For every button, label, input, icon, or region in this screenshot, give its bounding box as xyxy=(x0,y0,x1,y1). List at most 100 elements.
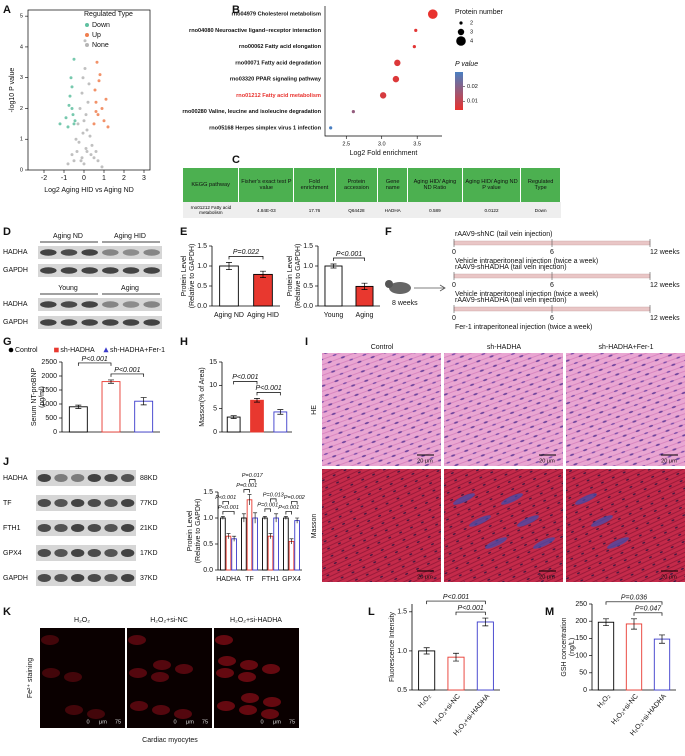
cell-signal xyxy=(174,709,192,719)
panel-letter: J xyxy=(3,456,9,468)
y-tick-label: 200 xyxy=(575,618,587,625)
fibrosis xyxy=(591,515,613,527)
legend-title: Protein number xyxy=(455,9,504,16)
blot-band xyxy=(71,549,85,557)
bar xyxy=(134,400,154,433)
blot-row-label: TF xyxy=(3,500,12,507)
blot-row-label: GPX4 xyxy=(3,550,22,557)
blot-band xyxy=(143,301,160,308)
micrograph xyxy=(566,353,685,466)
y-tick-label: 5 xyxy=(20,14,23,20)
error-bar xyxy=(108,379,114,384)
x-axis-label: Log2 Fold enrichment xyxy=(350,150,418,157)
x-tick-label: GPX4 xyxy=(282,576,301,583)
timeline-label: 12 weeks xyxy=(650,249,680,256)
data-point xyxy=(83,39,87,43)
micrograph xyxy=(322,353,441,466)
y-tick-label: 0.0 xyxy=(303,303,313,310)
dot xyxy=(412,45,416,49)
panel-letter: D xyxy=(3,226,11,238)
panel-letter: G xyxy=(3,336,12,348)
y-tick-label: 0 xyxy=(53,429,57,436)
data-point xyxy=(98,73,102,77)
dot xyxy=(379,92,387,99)
data-point xyxy=(68,94,72,98)
legend-label: Control xyxy=(15,347,38,354)
scale-label: 0 xyxy=(173,719,176,725)
significance-bracket xyxy=(110,373,145,377)
cell-signal xyxy=(175,664,193,674)
data-point xyxy=(79,159,83,163)
y-tick-label: 0.0 xyxy=(197,303,207,310)
significance-bracket xyxy=(77,362,112,366)
column-label: sh-HADHA+Fer-1 xyxy=(598,344,653,351)
cell-signal xyxy=(64,672,82,682)
x-tick-label: 1 xyxy=(102,175,106,182)
y-tick-label: 1 xyxy=(20,137,23,143)
panel-letter: C xyxy=(232,154,240,166)
table-cell: 4.84E-03 xyxy=(238,202,294,218)
data-point xyxy=(94,110,98,114)
data-point xyxy=(81,131,85,135)
bar xyxy=(267,535,274,571)
cell-signal xyxy=(240,660,258,670)
table-header-cell: Regulated Type xyxy=(520,168,561,202)
dot xyxy=(427,9,438,19)
blot-size-label: 17KD xyxy=(140,550,158,557)
timeline-label: 6 xyxy=(550,249,554,256)
y-tick-label: 0.5 xyxy=(397,687,407,694)
scale-label: μm xyxy=(273,719,281,725)
significance-label: P<0.001 xyxy=(215,495,236,501)
table-cell: rno01212 Fatty acid metabolism xyxy=(183,202,239,218)
data-point xyxy=(70,153,74,157)
data-point xyxy=(102,119,106,123)
panel-letter: I xyxy=(305,336,308,348)
cell-signal xyxy=(216,668,234,678)
colorbar-label: 0.01 xyxy=(467,99,478,105)
y-tick-label: 2500 xyxy=(41,359,57,366)
data-point xyxy=(64,116,68,120)
data-point xyxy=(77,140,81,144)
blot-group-label: Aging xyxy=(121,285,139,292)
timeline-label: 0 xyxy=(452,282,456,289)
fibrosis xyxy=(453,493,475,505)
blot-band xyxy=(104,474,118,482)
error-bar xyxy=(220,516,225,520)
fibrosis xyxy=(607,537,629,549)
blot-band xyxy=(37,549,51,557)
significance-bracket xyxy=(249,479,256,483)
significance-bracket xyxy=(455,611,486,616)
blot-band xyxy=(102,301,119,308)
bar xyxy=(273,517,279,571)
y-tick-label: 250 xyxy=(575,601,587,608)
y-tick-label: 0.0 xyxy=(203,567,213,574)
micrograph xyxy=(322,469,441,582)
blot-band xyxy=(54,499,68,507)
significance-label: P<0.001 xyxy=(278,505,299,511)
legend-marker xyxy=(103,347,109,353)
error-bar xyxy=(274,513,279,523)
cell-signal xyxy=(262,664,280,674)
bar xyxy=(283,517,289,571)
blot-band xyxy=(54,474,68,482)
data-point xyxy=(89,153,93,157)
y-tick-label: 0.5 xyxy=(203,541,213,548)
group-title: rAAV9-shHADHA (tail vein injection) xyxy=(455,264,567,271)
table-header-cell: KEGG pathway xyxy=(183,168,240,202)
scale-label: 20 μm xyxy=(661,458,677,464)
y-axis-label: (Relative to GAPDH) xyxy=(189,244,196,309)
bar xyxy=(241,517,247,571)
legend-label: None xyxy=(92,42,109,49)
x-axis-label: Cardiac myocytes xyxy=(142,737,198,744)
blot-size-label: 21KD xyxy=(140,525,158,532)
blot-band xyxy=(87,499,102,507)
blot-band xyxy=(37,574,51,582)
data-point xyxy=(92,156,96,160)
blot-band xyxy=(121,574,135,582)
y-axis-label: Fluorescence Intensity xyxy=(389,611,396,682)
error-bar xyxy=(283,516,288,520)
cell-signal xyxy=(241,693,259,703)
data-point xyxy=(80,156,84,160)
timeline-label: 12 weeks xyxy=(650,282,680,289)
